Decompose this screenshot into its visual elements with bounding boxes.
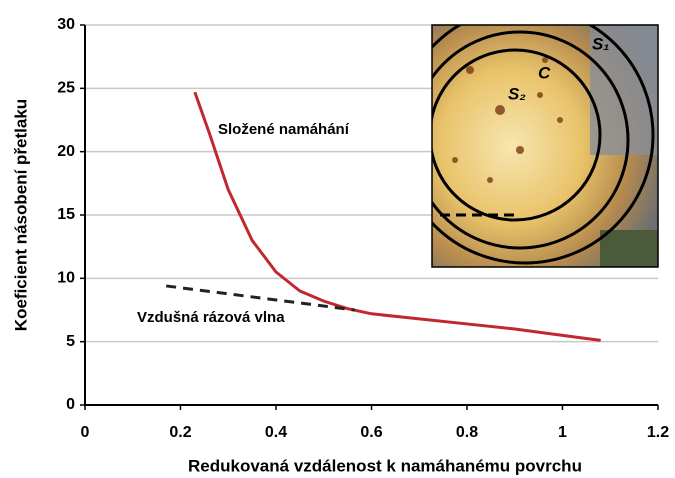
- y-tick-label: 20: [57, 143, 75, 160]
- y-tick-label: 5: [66, 333, 75, 350]
- y-tick-label: 15: [57, 206, 75, 223]
- y-tick-label: 25: [57, 80, 75, 97]
- y-axis-title: Koeficient násobení přetlaku: [11, 99, 30, 331]
- annotation: Vzdušná rázová vlna: [137, 309, 285, 326]
- x-tick-label: 0.8: [456, 424, 478, 441]
- x-tick-label: 0.6: [360, 424, 382, 441]
- x-tick-label: 1: [558, 424, 567, 441]
- x-tick-label: 0: [81, 424, 90, 441]
- chart: S₁ C S₂ Redukovaná vzdálenost k namáhané…: [0, 0, 675, 478]
- y-tick-label: 10: [57, 270, 75, 287]
- inset-label: C: [538, 63, 551, 82]
- inset-label: S₁: [592, 34, 609, 53]
- x-axis-title: Redukovaná vzdálenost k namáhanému povrc…: [188, 456, 582, 475]
- data-line: [166, 286, 355, 310]
- y-tick-label: 0: [66, 396, 75, 413]
- inset-photo: [397, 7, 658, 267]
- x-tick-label: 0.2: [169, 424, 191, 441]
- inset-label: S₂: [508, 84, 526, 103]
- x-tick-label: 0.4: [265, 424, 287, 441]
- annotation: Složené namáhání: [218, 121, 350, 138]
- y-tick-label: 30: [57, 16, 75, 33]
- x-tick-label: 1.2: [647, 424, 669, 441]
